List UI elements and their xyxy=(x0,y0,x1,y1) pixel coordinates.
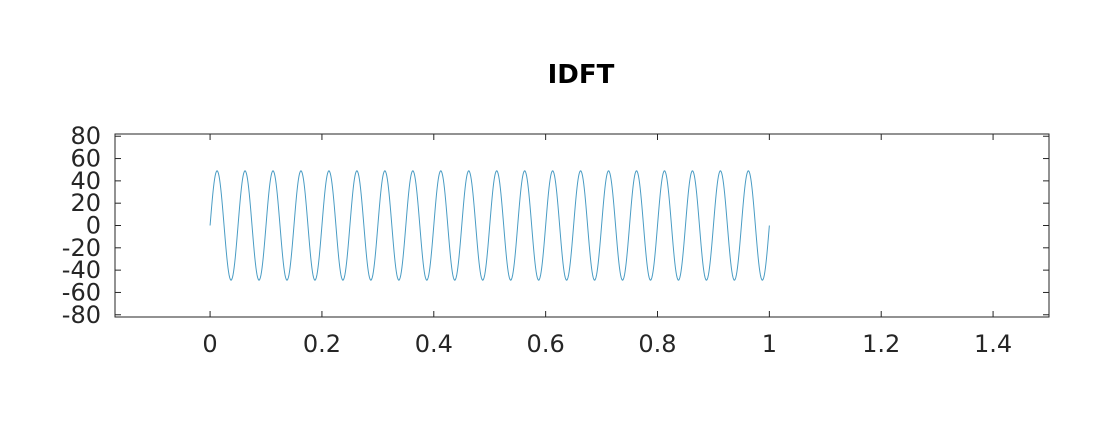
x-tick-label: 0.2 xyxy=(303,330,341,358)
y-tick-label: -20 xyxy=(62,234,101,262)
y-tick-label: 20 xyxy=(70,189,101,217)
chart-title: IDFT xyxy=(547,60,615,90)
x-axis: 0 0.2 0.4 0.6 0.8 1 1.2 1.4 xyxy=(202,134,1012,358)
x-tick-label: 1 xyxy=(762,330,777,358)
x-tick-label: 1.2 xyxy=(862,330,900,358)
x-tick-label: 0.8 xyxy=(638,330,676,358)
series-line xyxy=(209,170,770,281)
y-tick-label: 60 xyxy=(70,145,101,173)
y-tick-label: 80 xyxy=(70,122,101,150)
x-tick-label: 1.4 xyxy=(974,330,1012,358)
plot-area-frame xyxy=(114,133,1050,318)
y-tick-label: -80 xyxy=(62,301,101,329)
y-tick-label: -60 xyxy=(62,278,101,306)
y-tick-label: 0 xyxy=(86,212,101,240)
x-tick-label: 0.4 xyxy=(415,330,453,358)
x-tick-label: 0.6 xyxy=(527,330,565,358)
y-tick-label: 40 xyxy=(70,167,101,195)
y-tick-label: -40 xyxy=(62,256,101,284)
x-tick-label: 0 xyxy=(202,330,217,358)
